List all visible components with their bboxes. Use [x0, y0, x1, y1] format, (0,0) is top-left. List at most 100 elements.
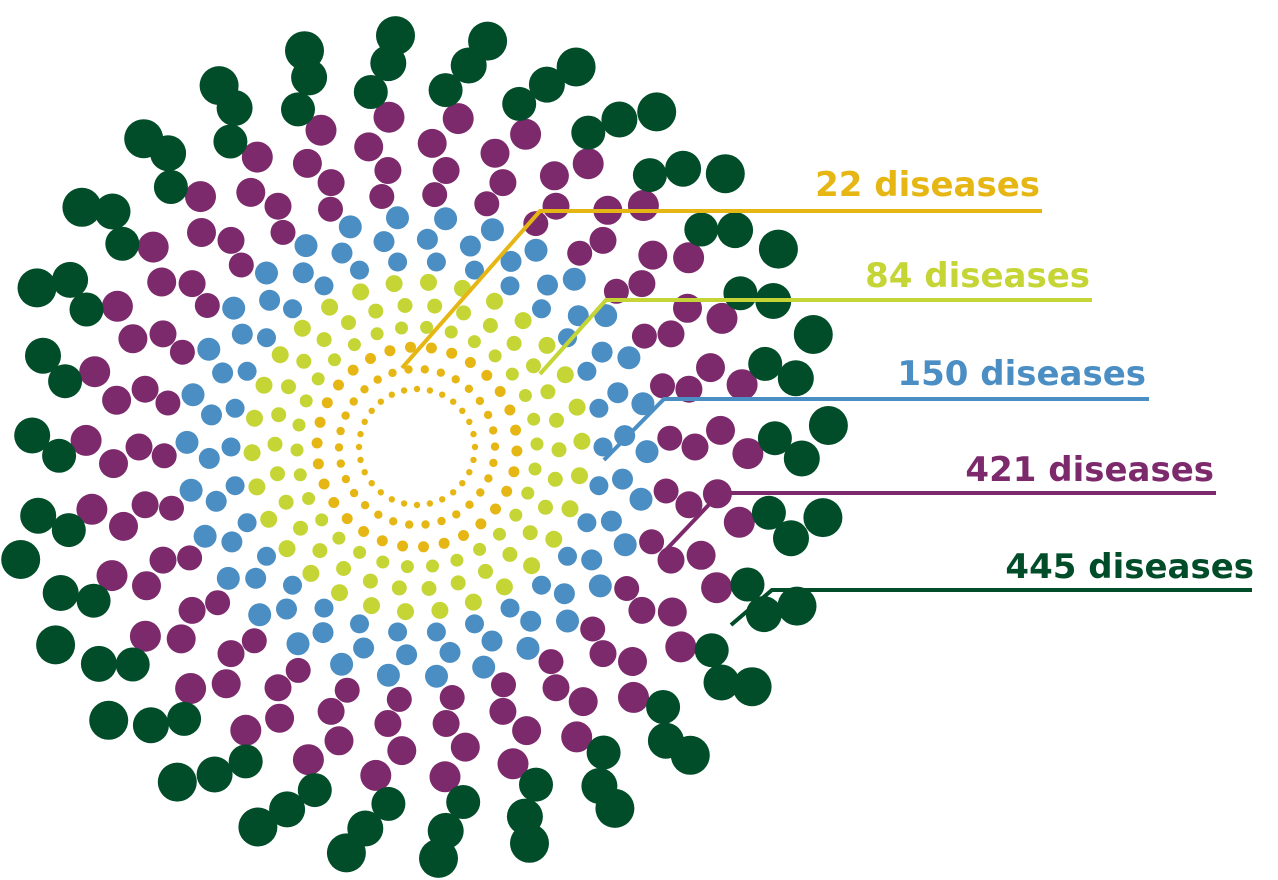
dot: [675, 491, 703, 519]
dot: [657, 546, 685, 574]
dot: [632, 158, 667, 193]
dot: [347, 364, 359, 376]
dot: [556, 47, 596, 87]
dot: [510, 118, 542, 150]
dot: [302, 492, 316, 505]
dot: [62, 187, 102, 227]
dot: [365, 353, 376, 364]
dot: [334, 443, 344, 452]
dot: [205, 490, 227, 512]
dot: [577, 513, 597, 533]
dot: [42, 575, 79, 611]
dot: [439, 391, 446, 398]
dot: [723, 276, 758, 311]
dot: [99, 449, 128, 479]
dot: [281, 92, 315, 127]
dot: [480, 218, 504, 242]
dot: [417, 128, 447, 158]
dot: [522, 525, 538, 541]
dot: [370, 327, 384, 341]
dot: [396, 644, 418, 666]
dot: [629, 487, 653, 511]
dot: [613, 533, 637, 557]
dot: [553, 583, 575, 605]
dot: [296, 353, 312, 369]
dot: [520, 610, 542, 632]
dot: [420, 273, 437, 291]
dot: [318, 478, 330, 490]
dot: [451, 375, 460, 384]
dot: [484, 474, 493, 483]
dot: [305, 114, 337, 146]
dot: [331, 242, 353, 264]
dot: [483, 410, 493, 420]
dot: [397, 298, 413, 313]
dot: [255, 376, 273, 394]
dot: [331, 584, 348, 602]
dot: [397, 603, 414, 621]
dot: [561, 721, 593, 753]
dot: [527, 412, 541, 426]
dot: [376, 663, 400, 687]
dot: [264, 674, 292, 702]
dot: [427, 298, 443, 314]
dot: [384, 345, 396, 357]
dot: [400, 560, 414, 574]
dot: [726, 369, 758, 401]
ring-label-445: 445 diseases: [1005, 547, 1254, 587]
dot: [179, 478, 203, 502]
dot: [369, 184, 395, 209]
dot: [194, 293, 220, 318]
dot: [125, 433, 153, 461]
dot: [42, 438, 77, 473]
dot: [646, 690, 681, 724]
dot: [328, 497, 340, 508]
dot: [472, 655, 496, 679]
dot: [595, 788, 635, 828]
dot: [199, 66, 239, 106]
dot: [573, 432, 591, 450]
dot: [51, 513, 86, 548]
dot: [523, 211, 549, 237]
dot: [732, 438, 764, 470]
dot: [147, 267, 177, 297]
dot: [225, 476, 245, 496]
dot: [169, 339, 195, 365]
dot: [450, 489, 457, 496]
dot: [332, 531, 346, 545]
dot: [436, 368, 445, 377]
dot: [589, 398, 609, 418]
dot: [222, 296, 246, 320]
dot: [311, 437, 323, 449]
dot: [545, 530, 563, 548]
dot: [537, 274, 558, 296]
dot: [243, 444, 261, 462]
dot: [439, 685, 465, 710]
dot: [516, 636, 540, 660]
dot: [601, 101, 638, 138]
dot: [255, 261, 278, 285]
dot: [248, 478, 266, 496]
dot: [371, 786, 406, 821]
dot: [439, 496, 446, 503]
dot: [425, 664, 448, 688]
dot: [594, 304, 618, 328]
dot: [316, 332, 332, 348]
dot: [285, 31, 324, 71]
dot: [376, 555, 390, 569]
dot: [368, 303, 384, 319]
dot: [464, 357, 476, 368]
dot: [426, 500, 434, 507]
dot: [603, 278, 629, 304]
dot: [429, 761, 461, 793]
dot: [221, 531, 243, 553]
dot: [467, 335, 481, 349]
dot: [549, 412, 564, 428]
dot: [293, 319, 311, 337]
dot: [388, 496, 395, 503]
dot: [413, 385, 421, 393]
dot: [292, 744, 324, 776]
dot: [471, 443, 479, 451]
dot: [334, 677, 360, 703]
dot: [157, 762, 197, 802]
